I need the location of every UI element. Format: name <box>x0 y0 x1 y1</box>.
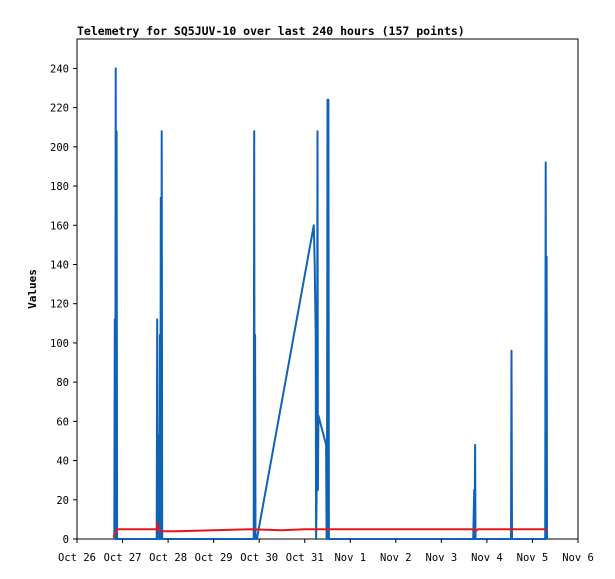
axis-layer: 0 20 40 60 80 100 120 140 160 180 200 220 240 Oct 26 O… <box>50 63 594 564</box>
series-layer <box>112 67 548 540</box>
series-line-1 <box>112 522 547 538</box>
chart-title: Telemetry for SQ5JUV-10 over last 240 ho… <box>77 24 465 38</box>
x-tick-label: Oct 28 <box>149 552 187 564</box>
x-tick-label: Nov 6 <box>562 552 594 564</box>
y-tick-label: 200 <box>50 142 69 154</box>
x-tick-label: Nov 2 <box>380 552 412 564</box>
y-tick-label: 20 <box>56 495 69 507</box>
y-tick-label: 80 <box>56 377 69 389</box>
y-axis-label: Values <box>26 269 39 309</box>
x-tick-label: Oct 26 <box>58 552 96 564</box>
x-tick-label: Nov 3 <box>426 552 458 564</box>
x-tick-label: Oct 29 <box>195 552 233 564</box>
series-line-0 <box>113 67 548 540</box>
y-tick-label: 60 <box>56 416 69 428</box>
x-tick-label: Nov 1 <box>334 552 366 564</box>
x-tick-label: Nov 5 <box>517 552 549 564</box>
y-tick-label: 0 <box>63 534 69 546</box>
x-tick-label: Oct 30 <box>240 552 278 564</box>
y-tick-label: 180 <box>50 181 69 193</box>
y-tick-label: 160 <box>50 220 69 232</box>
y-tick-label: 140 <box>50 259 69 271</box>
y-tick-label: 40 <box>56 456 69 468</box>
y-tick-label: 220 <box>50 103 69 115</box>
x-tick-label: Nov 4 <box>471 552 503 564</box>
y-tick-label: 240 <box>50 63 69 75</box>
x-tick-label: Oct 31 <box>286 552 324 564</box>
x-tick-label: Oct 27 <box>104 552 142 564</box>
y-tick-label: 100 <box>50 338 69 350</box>
y-tick-label: 120 <box>50 299 69 311</box>
